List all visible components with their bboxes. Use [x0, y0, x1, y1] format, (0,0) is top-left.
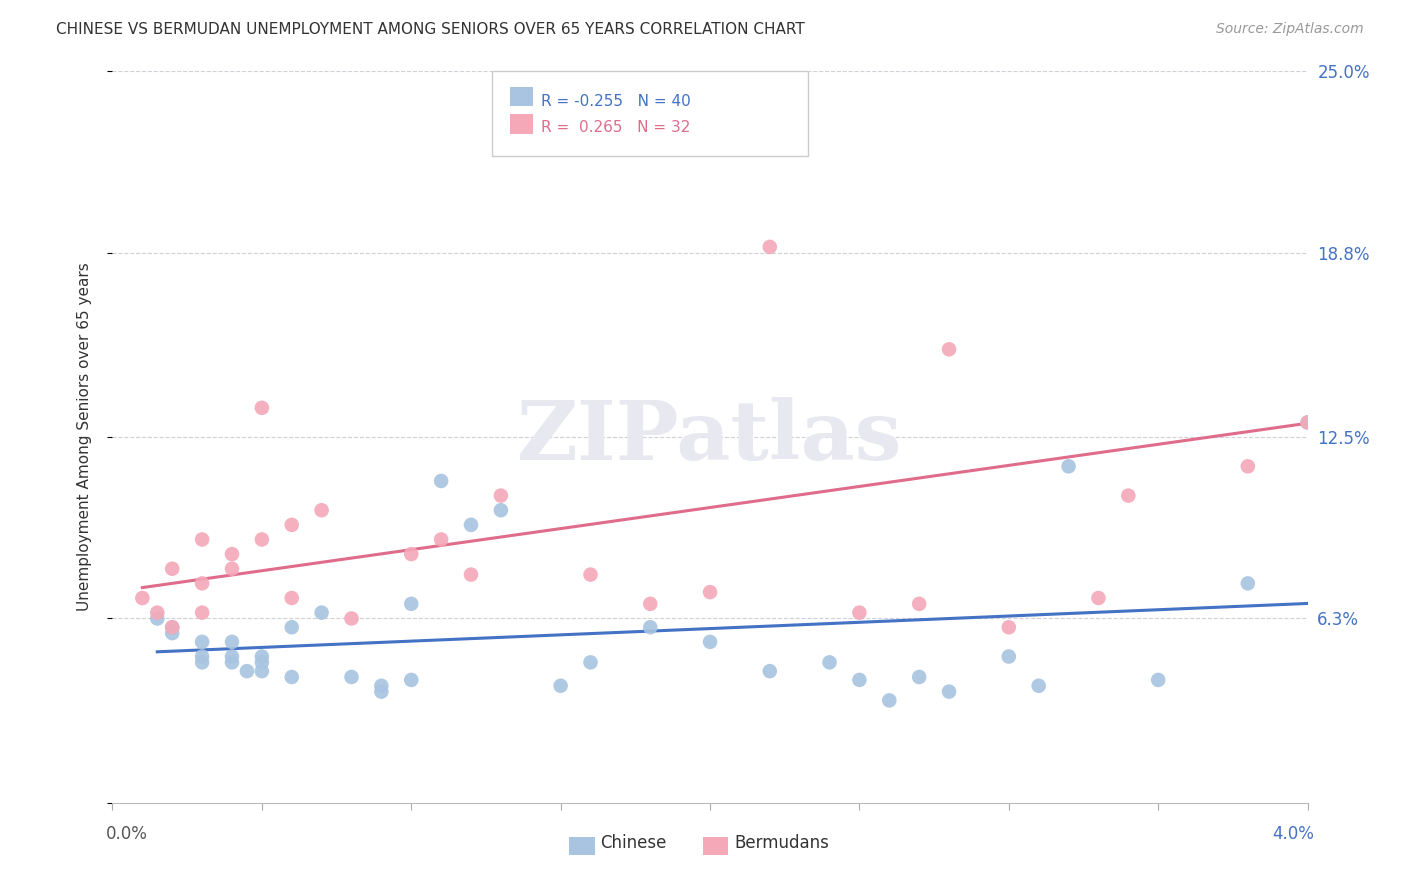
Point: [281, 517, 304, 532]
Point: [640, 597, 662, 611]
Point: [401, 597, 423, 611]
Point: [191, 533, 214, 547]
Text: ZIPatlas: ZIPatlas: [517, 397, 903, 477]
Point: [162, 562, 183, 576]
Point: [340, 611, 363, 625]
Y-axis label: Unemployment Among Seniors over 65 years: Unemployment Among Seniors over 65 years: [77, 263, 91, 611]
Point: [489, 489, 512, 503]
Point: [250, 664, 273, 678]
Text: Chinese: Chinese: [600, 834, 666, 852]
Point: [162, 626, 183, 640]
Point: [1028, 679, 1050, 693]
Point: [221, 562, 243, 576]
Point: [221, 635, 243, 649]
Point: [1296, 416, 1319, 430]
Point: [1057, 459, 1080, 474]
Point: [759, 664, 782, 678]
Point: [848, 606, 870, 620]
Point: [162, 620, 183, 634]
Point: [250, 401, 273, 415]
Point: [311, 503, 333, 517]
Text: R =  0.265   N = 32: R = 0.265 N = 32: [541, 120, 690, 136]
Point: [401, 547, 423, 561]
Point: [1118, 489, 1140, 503]
Point: [370, 684, 392, 698]
Point: [877, 693, 901, 707]
Point: [250, 649, 273, 664]
Point: [1237, 459, 1260, 474]
Text: 4.0%: 4.0%: [1272, 825, 1315, 843]
Point: [281, 620, 304, 634]
Point: [1326, 94, 1348, 108]
Text: R = -0.255   N = 40: R = -0.255 N = 40: [541, 94, 692, 109]
Point: [430, 474, 453, 488]
Point: [998, 620, 1021, 634]
Text: 0.0%: 0.0%: [105, 825, 148, 843]
Point: [340, 670, 363, 684]
Point: [191, 656, 214, 670]
Point: [191, 576, 214, 591]
Point: [699, 585, 721, 599]
Point: [1147, 673, 1170, 687]
Point: [191, 635, 214, 649]
Point: [818, 656, 841, 670]
Point: [460, 567, 482, 582]
Point: [281, 670, 304, 684]
Point: [938, 684, 960, 698]
Point: [401, 673, 423, 687]
Point: [908, 597, 931, 611]
Point: [579, 567, 602, 582]
Point: [430, 533, 453, 547]
Point: [908, 670, 931, 684]
Point: [370, 679, 392, 693]
Point: [191, 606, 214, 620]
Point: [640, 620, 662, 634]
Point: [281, 591, 304, 605]
Point: [938, 343, 960, 357]
Point: [146, 606, 169, 620]
Point: [221, 649, 243, 664]
Point: [579, 656, 602, 670]
Text: Bermudans: Bermudans: [734, 834, 828, 852]
Point: [998, 649, 1021, 664]
Point: [236, 664, 259, 678]
Text: CHINESE VS BERMUDAN UNEMPLOYMENT AMONG SENIORS OVER 65 YEARS CORRELATION CHART: CHINESE VS BERMUDAN UNEMPLOYMENT AMONG S…: [56, 22, 806, 37]
Point: [1237, 576, 1260, 591]
Text: Source: ZipAtlas.com: Source: ZipAtlas.com: [1216, 22, 1364, 37]
Point: [1087, 591, 1109, 605]
Point: [1296, 416, 1319, 430]
Point: [221, 547, 243, 561]
Point: [460, 517, 482, 532]
Point: [550, 679, 572, 693]
Point: [699, 635, 721, 649]
Point: [221, 656, 243, 670]
Point: [162, 620, 183, 634]
Point: [848, 673, 870, 687]
Point: [146, 611, 169, 625]
Point: [759, 240, 782, 254]
Point: [191, 649, 214, 664]
Point: [250, 533, 273, 547]
Point: [250, 656, 273, 670]
Point: [311, 606, 333, 620]
Point: [489, 503, 512, 517]
Point: [131, 591, 153, 605]
